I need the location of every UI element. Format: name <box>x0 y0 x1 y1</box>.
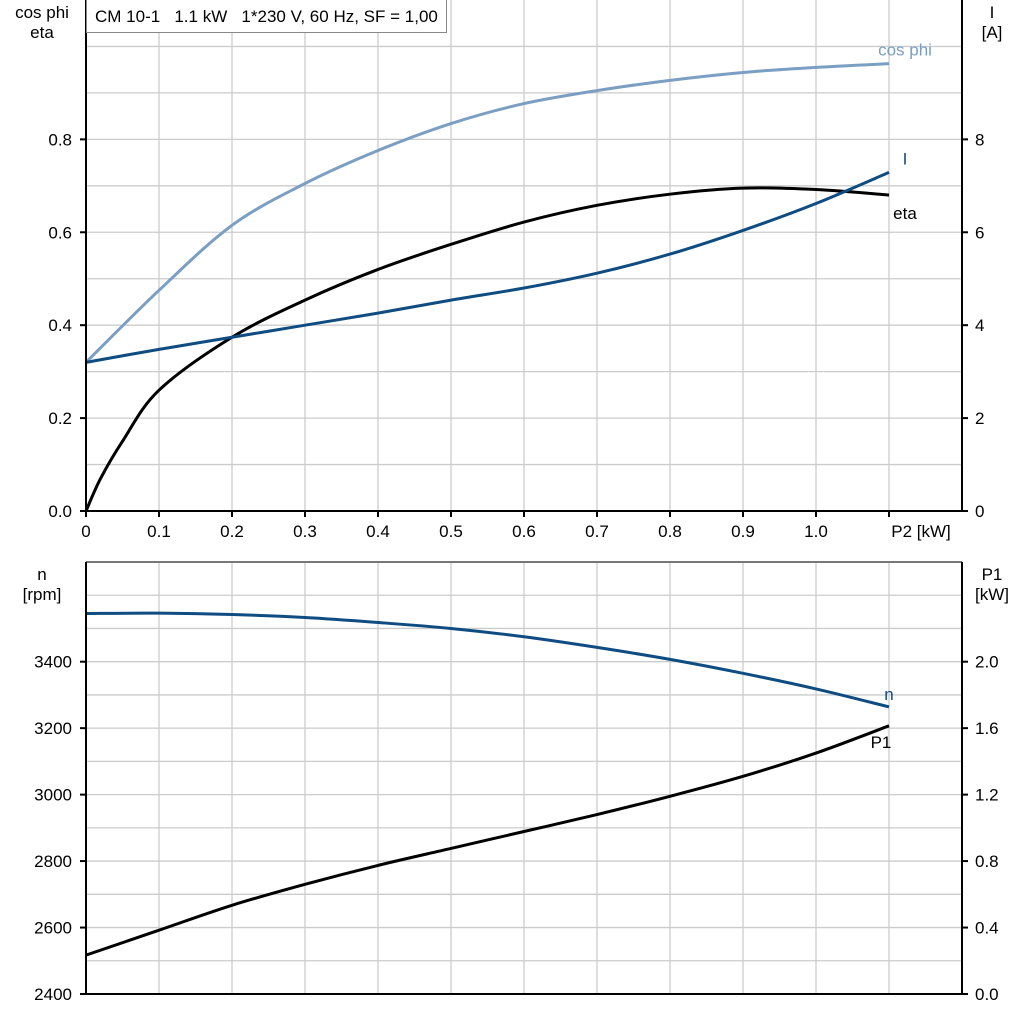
y-tick-label-left: 3000 <box>34 786 72 805</box>
y-tick-label-left: 3200 <box>34 719 72 738</box>
curve-label-n: n <box>884 685 893 704</box>
y-tick-label-right: 0 <box>975 502 984 521</box>
y-tick-label-right: 6 <box>975 223 984 242</box>
y-axis-label-left: [rpm] <box>23 585 62 604</box>
y-tick-label-right: 0.8 <box>975 852 999 871</box>
curve-label-eta: eta <box>893 204 917 223</box>
x-tick-label: 0.8 <box>658 522 682 541</box>
curve-label-p1: P1 <box>871 733 892 752</box>
x-tick-label: 0.3 <box>293 522 317 541</box>
y-axis-label-right: P1 <box>982 565 1003 584</box>
y-tick-label-right: 2 <box>975 409 984 428</box>
curve-p1 <box>85 724 890 957</box>
curves <box>84 62 890 957</box>
y-tick-label-right: 0.4 <box>975 919 999 938</box>
x-tick-label: 0.6 <box>512 522 536 541</box>
y-axis-label-left: cos phi <box>15 3 69 22</box>
y-axis-label-right: [kW] <box>975 585 1009 604</box>
x-tick-label: 0.4 <box>366 522 390 541</box>
curve-label-i: I <box>903 149 908 168</box>
y-tick-label-right: 2.0 <box>975 653 999 672</box>
x-tick-label: 0 <box>81 522 90 541</box>
y-tick-label-right: 1.6 <box>975 719 999 738</box>
axes <box>80 0 968 995</box>
y-axis-label-left: n <box>37 565 46 584</box>
y-tick-label-right: 8 <box>975 130 984 149</box>
x-tick-label: 0.2 <box>220 522 244 541</box>
y-tick-label-left: 0.0 <box>48 502 72 521</box>
curve-label-cos-phi: cos phi <box>878 41 932 60</box>
y-tick-label-right: 0.0 <box>975 985 999 1004</box>
x-tick-label: 1.0 <box>804 522 828 541</box>
curve-i <box>85 170 890 364</box>
chart-title: CM 10-1 1.1 kW 1*230 V, 60 Hz, SF = 1,00 <box>86 0 447 33</box>
top-plot-grid <box>86 0 962 511</box>
x-tick-label: 0.7 <box>585 522 609 541</box>
y-tick-label-left: 0.2 <box>48 409 72 428</box>
y-tick-label-left: 0.8 <box>48 130 72 149</box>
y-tick-label-left: 2400 <box>34 985 72 1004</box>
y-tick-label-left: 0.4 <box>48 316 72 335</box>
y-tick-label-right: 1.2 <box>975 786 999 805</box>
curve-eta <box>84 186 890 512</box>
y-tick-label-left: 2800 <box>34 852 72 871</box>
y-tick-label-left: 3400 <box>34 653 72 672</box>
y-axis-label-right: [A] <box>982 23 1003 42</box>
bottom-plot-grid <box>86 562 962 994</box>
curve-cos-phi <box>84 62 890 364</box>
curve-n <box>85 611 890 709</box>
x-tick-label: 0.5 <box>439 522 463 541</box>
x-tick-label: 0.1 <box>147 522 171 541</box>
y-tick-label-left: 0.6 <box>48 223 72 242</box>
y-axis-label-right: I <box>990 3 995 22</box>
y-tick-label-left: 2600 <box>34 919 72 938</box>
y-tick-label-right: 4 <box>975 316 984 335</box>
x-axis-label: P2 [kW] <box>891 522 951 541</box>
x-tick-label: 0.9 <box>731 522 755 541</box>
y-axis-label-left: eta <box>30 23 54 42</box>
